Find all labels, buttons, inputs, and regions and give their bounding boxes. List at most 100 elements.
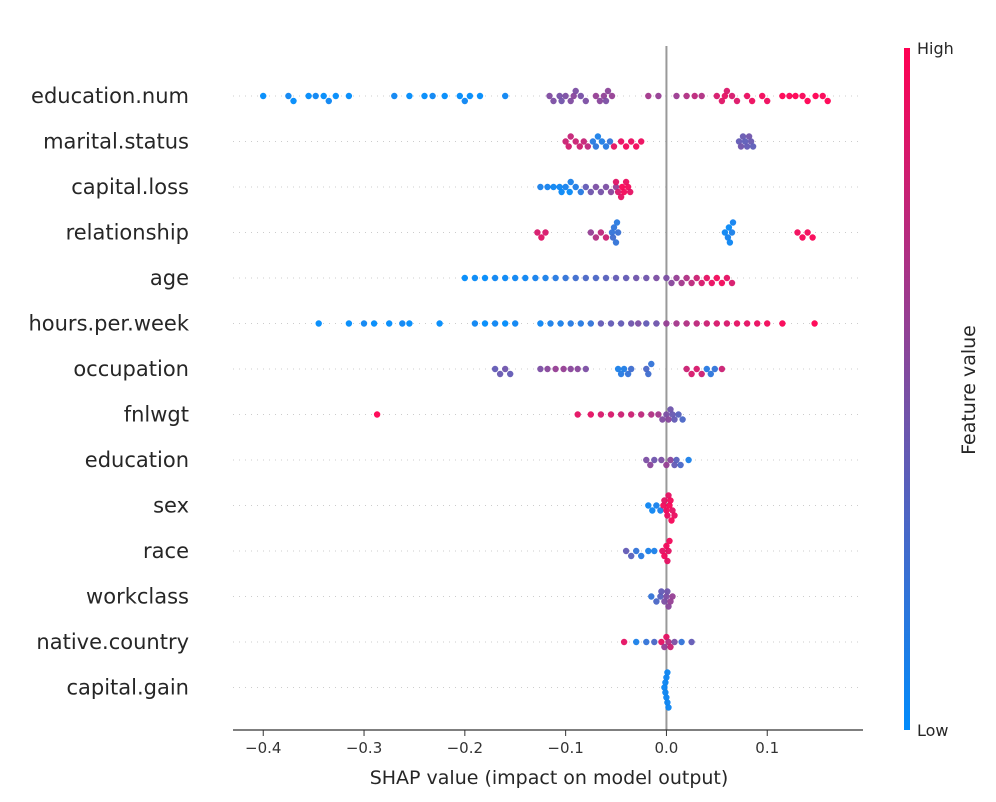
shap-point bbox=[491, 365, 499, 373]
shap-point bbox=[429, 92, 436, 100]
shap-point bbox=[743, 92, 751, 100]
shap-point bbox=[739, 133, 747, 140]
shap-point bbox=[624, 183, 632, 191]
x-tick-label: −0.1 bbox=[547, 739, 583, 757]
shap-point bbox=[606, 138, 614, 145]
shap-point bbox=[620, 638, 628, 646]
shap-point bbox=[391, 92, 398, 100]
shap-point bbox=[703, 320, 710, 327]
shap-point bbox=[537, 183, 544, 191]
shap-point bbox=[713, 320, 720, 327]
shap-point bbox=[748, 97, 756, 105]
shap-point bbox=[602, 234, 610, 241]
shap-point bbox=[522, 274, 529, 282]
colorbar: High Low Feature value bbox=[904, 39, 980, 740]
shap-point bbox=[669, 411, 676, 418]
shap-point bbox=[576, 143, 583, 150]
shap-point bbox=[658, 588, 665, 595]
shap-point bbox=[602, 97, 610, 105]
feature-label: education bbox=[85, 448, 189, 472]
x-tick-label: 0.1 bbox=[755, 739, 779, 757]
shap-point bbox=[638, 552, 645, 560]
shap-point bbox=[683, 274, 690, 282]
shap-point bbox=[612, 178, 620, 186]
shap-point bbox=[664, 669, 671, 676]
shap-point bbox=[749, 143, 757, 150]
shap-point bbox=[320, 92, 327, 100]
shap-point bbox=[577, 92, 584, 100]
shap-point bbox=[461, 274, 468, 282]
shap-point bbox=[608, 229, 616, 236]
shap-point bbox=[683, 92, 690, 100]
feature-label: capital.gain bbox=[66, 676, 189, 700]
shap-point bbox=[723, 87, 731, 95]
shap-point bbox=[663, 274, 670, 282]
shap-point bbox=[678, 279, 685, 287]
shap-point bbox=[461, 97, 468, 105]
shap-point bbox=[622, 143, 630, 150]
shap-point bbox=[779, 320, 786, 327]
feature-label: age bbox=[150, 266, 189, 290]
shap-point bbox=[607, 188, 615, 196]
shap-point bbox=[786, 92, 793, 100]
shap-point bbox=[373, 411, 381, 418]
shap-point bbox=[612, 274, 620, 282]
shap-point bbox=[570, 92, 577, 100]
shap-point bbox=[567, 320, 574, 327]
shap-point bbox=[620, 188, 628, 196]
shap-point bbox=[661, 643, 668, 651]
shap-point bbox=[598, 138, 606, 145]
shap-point bbox=[663, 674, 670, 681]
feature-label: race bbox=[143, 539, 189, 563]
shap-point bbox=[794, 229, 801, 236]
shap-point bbox=[665, 547, 672, 555]
shap-point bbox=[671, 638, 678, 646]
shap-point bbox=[664, 557, 671, 565]
shap-point bbox=[677, 461, 684, 469]
shap-point bbox=[574, 411, 581, 418]
shap-point bbox=[653, 598, 660, 605]
shap-point bbox=[456, 92, 463, 100]
shap-point bbox=[580, 138, 587, 145]
shap-point bbox=[628, 552, 635, 560]
shap-point bbox=[610, 224, 618, 231]
shap-point bbox=[582, 274, 589, 282]
shap-point bbox=[538, 234, 545, 241]
shap-point bbox=[610, 143, 618, 150]
shap-point bbox=[406, 320, 413, 327]
shap-point bbox=[667, 643, 674, 651]
shap-point bbox=[345, 92, 353, 100]
shap-point bbox=[285, 92, 292, 100]
shap-point bbox=[804, 97, 811, 105]
shap-point bbox=[584, 143, 591, 150]
shap-point bbox=[618, 183, 626, 191]
feature-label: education.num bbox=[31, 84, 189, 108]
shap-point bbox=[683, 365, 690, 373]
shap-point bbox=[668, 517, 675, 524]
shap-point bbox=[471, 274, 479, 282]
shap-point bbox=[572, 138, 579, 145]
shap-point bbox=[663, 320, 670, 327]
shap-point bbox=[502, 274, 509, 282]
shap-point bbox=[648, 411, 655, 418]
shap-point bbox=[332, 92, 339, 100]
shap-point bbox=[635, 320, 642, 327]
shap-point bbox=[724, 234, 732, 241]
shap-point bbox=[602, 274, 610, 282]
shap-point bbox=[665, 492, 672, 499]
shap-point bbox=[638, 138, 645, 145]
shap-point bbox=[688, 370, 695, 378]
shap-point bbox=[663, 542, 670, 550]
shap-point bbox=[698, 370, 705, 378]
shap-point bbox=[562, 138, 569, 145]
shap-point bbox=[747, 138, 755, 145]
shap-point bbox=[653, 274, 660, 282]
x-tick-label: 0.0 bbox=[655, 739, 679, 757]
shap-point bbox=[693, 365, 700, 373]
shap-point bbox=[648, 593, 655, 600]
feature-rows: education.num marital.status capital.loss r… bbox=[28, 84, 863, 700]
shap-point bbox=[537, 365, 544, 373]
shap-point bbox=[572, 183, 579, 191]
shap-point bbox=[661, 598, 668, 605]
shap-point bbox=[608, 92, 616, 100]
